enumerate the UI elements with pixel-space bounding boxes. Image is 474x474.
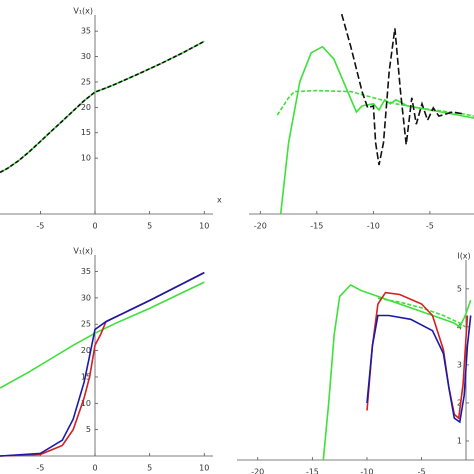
- curve: [340, 13, 464, 166]
- y-tick-label: 35: [81, 27, 91, 36]
- x-tick-label: -5: [418, 468, 426, 474]
- x-tick-label: -5: [426, 222, 434, 231]
- y-tick-label: 5: [457, 284, 462, 293]
- curve: [322, 284, 472, 461]
- y-axis-label: I(x): [457, 252, 470, 261]
- y-tick-label: 35: [81, 267, 91, 276]
- y-axis-label: V₁(x): [73, 247, 93, 256]
- y-tick-label: 3: [457, 360, 462, 369]
- x-tick-label: -5: [36, 222, 44, 231]
- x-axis-label: x: [217, 196, 222, 205]
- curve: [366, 291, 469, 420]
- y-tick-label: 20: [81, 346, 91, 355]
- y-tick-label: 1: [457, 436, 462, 445]
- x-tick-label: -15: [306, 468, 319, 474]
- y-tick-label: 5: [86, 425, 91, 434]
- x-tick-label: 0: [92, 464, 97, 473]
- y-tick-label: 10: [81, 154, 91, 163]
- x-tick-label: 10: [199, 222, 209, 231]
- y-tick-label: 15: [81, 128, 91, 137]
- y-tick-label: 2: [457, 398, 462, 407]
- x-tick-label: -20: [251, 468, 264, 474]
- x-tick-label: 5: [147, 464, 152, 473]
- curve: [366, 314, 472, 424]
- curve: [0, 40, 205, 174]
- curve: [279, 45, 474, 215]
- curve: [0, 271, 205, 457]
- y-tick-label: 30: [81, 293, 91, 302]
- y-tick-label: 20: [81, 103, 91, 112]
- y-tick-label: 10: [81, 399, 91, 408]
- x-tick-label: -10: [367, 222, 380, 231]
- y-axis-label: V₁(x): [73, 7, 93, 16]
- curve: [0, 281, 205, 389]
- x-tick-label: 5: [147, 222, 152, 231]
- x-tick-label: -10: [360, 468, 373, 474]
- y-tick-label: 30: [81, 52, 91, 61]
- curve: [0, 40, 205, 174]
- x-tick-label: 0: [92, 222, 97, 231]
- curve: [377, 297, 466, 328]
- x-tick-label: 10: [199, 464, 209, 473]
- curve: [0, 271, 205, 457]
- x-tick-label: -20: [254, 222, 267, 231]
- y-tick-label: 25: [81, 77, 91, 86]
- x-tick-label: -15: [310, 222, 323, 231]
- x-tick-label: -5: [36, 464, 44, 473]
- y-tick-label: 25: [81, 320, 91, 329]
- curve: [276, 89, 474, 117]
